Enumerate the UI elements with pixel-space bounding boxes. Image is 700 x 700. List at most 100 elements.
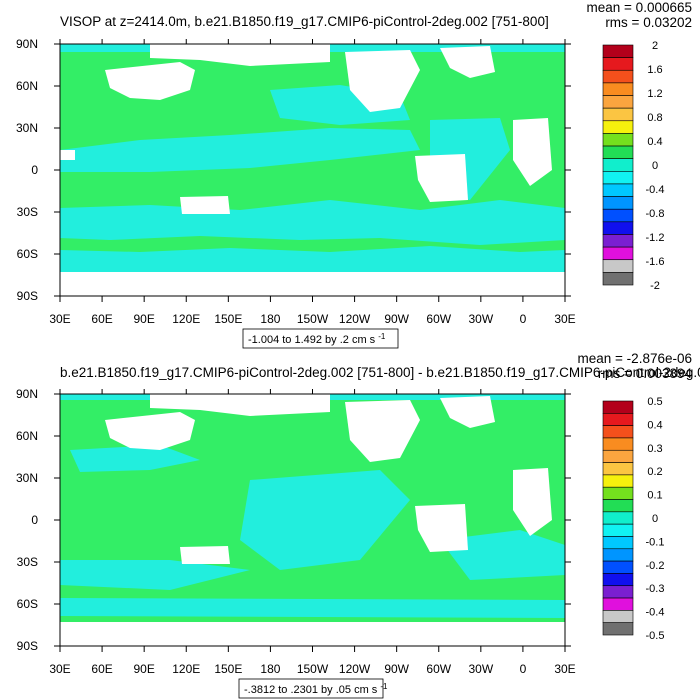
panel-1-colorbar-label: -2	[650, 280, 660, 292]
panel-1-land-africa-edge	[60, 150, 75, 160]
panel-1-x-tick-label: 180	[260, 312, 280, 326]
panel-1-colorbar-label: -1.6	[646, 256, 665, 268]
panel-2-x-tick-label: 0	[520, 662, 527, 676]
panel-2-map	[59, 393, 566, 647]
panel-1-map	[59, 43, 566, 297]
panel-2-y-tick-label: 30N	[16, 471, 38, 485]
panel-2-colorbar-box	[602, 449, 634, 463]
panel-2-colorbar-box	[602, 610, 634, 623]
panel-2-range-label: -.3812 to .2301 by .05 cm s -1	[238, 678, 388, 699]
panel-1-colorbar-label: 0.8	[647, 112, 662, 124]
panel-1-colorbar-box	[602, 44, 634, 58]
panel-2-land-africa	[513, 468, 552, 536]
panel-2-colorbar-label: 0.2	[647, 466, 662, 478]
panel-2-colorbar-box	[602, 622, 634, 636]
panel-2-rms: rms = 0.003894	[598, 366, 693, 381]
panel-1-colorbar-box	[602, 133, 634, 147]
panel-1-x-tick-label: 90E	[133, 312, 154, 326]
panel-2-colorbar-box	[602, 560, 634, 574]
panel-1-colorbar-box	[602, 120, 634, 134]
panel-1-colorbar-box	[602, 158, 634, 172]
panel-2-land-greenland	[440, 396, 495, 428]
panel-1-colorbar-label: 1.6	[647, 64, 662, 76]
panel-2-x-tick-label: 60W	[426, 662, 451, 676]
panel-2-colorbar-label: 0.4	[647, 419, 662, 431]
panel-2-colorbar-box	[602, 499, 634, 513]
panel-1-colorbar-box	[602, 183, 634, 197]
panel-2-colorbar-label: -0.3	[646, 583, 665, 595]
panel-2-land-south-america	[415, 504, 468, 552]
panel-1-x-tick-label: 150W	[297, 312, 329, 326]
panel-2-colorbar-label: -0.5	[646, 630, 665, 642]
panel-1-land-antarctica	[60, 272, 565, 296]
panel-1-colorbar: 2 1.6 1.2 0.8 0.4 0 -0.4 -0.8 -1.2 -1.6 -2	[602, 40, 665, 292]
panel-2-y-tick-label: 60S	[17, 597, 38, 611]
panel-2-title: b.e21.B1850.f19_g17.CMIP6-piControl-2deg…	[60, 365, 700, 380]
panel-1-y-tick-label: 60S	[17, 247, 38, 261]
panel-1-x-tick-label: 90W	[384, 312, 409, 326]
panel-2-colorbar-box	[602, 425, 634, 439]
panel-2-land-antarctica	[60, 622, 565, 646]
panel-1-colorbar-box	[602, 82, 634, 96]
panel-2-cyan-band-so	[60, 598, 565, 618]
panel-2-x-tick-label: 60E	[91, 662, 112, 676]
panel-1-x-tick-label: 150E	[214, 312, 242, 326]
panel-2-colorbar-box	[602, 437, 634, 451]
panel-2-range-sup: -1	[380, 682, 388, 691]
panel-2-range-text: -.3812 to .2301 by .05 cm s	[244, 684, 378, 696]
panel-1-colorbar-box	[602, 107, 634, 122]
svg-text:-1.004 to 1.492 by .2 cm s: -1.004 to 1.492 by .2 cm s -1	[248, 332, 386, 346]
panel-1-colorbar-box	[602, 208, 634, 223]
panel-2-colorbar-box	[602, 597, 634, 611]
panel-2-y-tick-label: 0	[31, 513, 38, 527]
panel-1-rms: rms = 0.03202	[605, 15, 692, 30]
panel-1-y-tick-label: 60N	[16, 79, 38, 93]
panel-1-x-tick-label: 120E	[172, 312, 200, 326]
panel-1-colorbar-label: -0.8	[646, 208, 665, 220]
panel-2-colorbar-label: 0	[652, 513, 658, 525]
panel-1: VISOP at z=2414.0m, b.e21.B1850.f19_g17.…	[16, 0, 692, 349]
panel-1-colorbar-box	[602, 272, 634, 286]
panel-2-colorbar-box	[602, 474, 634, 488]
panel-2-land-siberia	[150, 394, 330, 416]
panel-1-cyan-band-so	[60, 246, 565, 272]
panel-1-colorbar-box	[602, 57, 634, 71]
panel-2-x-tick-label: 90W	[384, 662, 409, 676]
panel-1-x-tick-label: 30W	[468, 312, 493, 326]
panel-1-land-south-america	[415, 154, 468, 202]
panel-1-colorbar-box	[602, 259, 634, 273]
panel-2-y-tick-label: 90N	[16, 387, 38, 401]
panel-1-land-europe-asia	[105, 62, 195, 100]
panel-2-land-europe-asia	[105, 412, 195, 450]
panel-2-colorbar-box	[602, 585, 634, 599]
panel-2-x-tick-label: 30E	[554, 662, 575, 676]
panel-2-x-tick-label: 180	[260, 662, 280, 676]
panel-1-colorbar-box	[602, 196, 634, 210]
panel-2-land-australia	[180, 546, 230, 564]
panel-2-colorbar-label: -0.1	[646, 536, 665, 548]
panel-2-colorbar-box	[602, 548, 634, 562]
panel-1-colorbar-label: -1.2	[646, 232, 665, 244]
panel-2-y-tick-label: 30S	[17, 555, 38, 569]
panel-2-axes: 30E 60E 90E 120E 150E 180 150W 120W 90W 60W 30W 0 30…	[16, 387, 576, 676]
panel-2-colorbar-label: -0.4	[646, 607, 665, 619]
panel-1-cyan-band-eq	[60, 128, 420, 172]
panel-1-y-tick-label: 0	[31, 163, 38, 177]
panel-2-colorbar-box	[602, 573, 634, 587]
panel-1-land-greenland	[440, 46, 495, 78]
panel-2-colorbar-box	[602, 511, 634, 525]
panel-2-colorbar-box	[602, 400, 634, 414]
panel-1-y-tick-label: 30S	[17, 205, 38, 219]
panel-2-colorbar-box	[602, 462, 634, 476]
panel-1-axes: 30E 60E 90E 120E 150E 180 150W 120W 90W 60W 30W 0 30…	[16, 37, 576, 326]
panel-2-colorbar-label: 0.5	[647, 396, 662, 408]
panel-2-cyan-patch-io	[60, 560, 250, 590]
panel-1-colorbar-box	[602, 171, 634, 185]
panel-2-land-north-america	[345, 400, 420, 462]
panel-2-colorbar-label: -0.2	[646, 560, 665, 572]
panel-2-cyan-patch-satl	[440, 530, 565, 580]
panel-1-range-label: -1.004 to 1.492 by .2 cm s -1	[242, 328, 399, 349]
panel-2-x-tick-label: 120E	[172, 662, 200, 676]
panel-1-land-africa	[513, 118, 552, 186]
panel-1-colorbar-box	[602, 145, 634, 159]
